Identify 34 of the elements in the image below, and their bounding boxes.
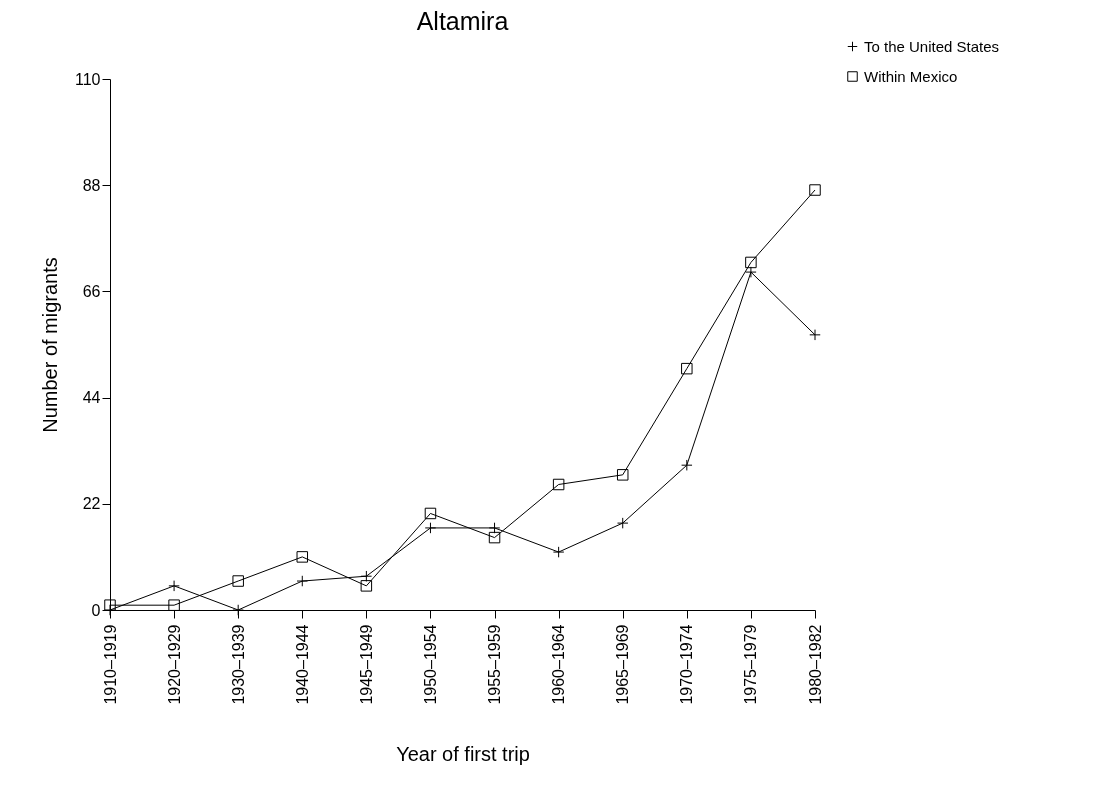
y-tick-label: 88 <box>82 176 101 194</box>
x-tick-label: 1940–1944 <box>293 624 311 705</box>
point <box>552 478 565 491</box>
y-tick-label: 110 <box>74 70 101 88</box>
x-axis-title: Year of first trip <box>396 742 530 765</box>
x-tick-label: 1965–1969 <box>614 624 632 705</box>
x-tick-label: 1970–1974 <box>678 624 696 705</box>
point <box>809 184 821 196</box>
point <box>745 256 757 269</box>
y-tick-label: 66 <box>82 282 101 300</box>
y-tick-label: 0 <box>91 601 101 619</box>
y-tick-label: 22 <box>82 495 101 513</box>
x-tick-label: 1910–1919 <box>101 624 119 705</box>
x-tick-label: 1975–1979 <box>742 624 760 705</box>
point <box>232 575 244 587</box>
x-tick-label: 1950–1954 <box>421 624 439 705</box>
x-tick-label: 1960–1964 <box>550 624 568 705</box>
point <box>296 551 309 563</box>
x-tick-label: 1945–1949 <box>357 624 375 705</box>
y-axis-title: Number of migrants <box>38 257 61 433</box>
legend-label: To the United States <box>864 37 1000 55</box>
chart-title: Altamira <box>416 7 509 35</box>
point <box>488 531 501 544</box>
point <box>168 599 180 611</box>
y-tick-label: 44 <box>82 389 101 407</box>
x-tick-label: 1930–1939 <box>229 624 247 705</box>
point <box>424 507 437 520</box>
x-tick-label: 1980–1982 <box>806 624 824 705</box>
x-tick-label: 1955–1959 <box>486 624 504 705</box>
x-tick-label: 1920–1929 <box>165 624 183 705</box>
point <box>616 469 629 481</box>
point <box>360 580 373 592</box>
point <box>681 362 693 375</box>
legend-label: Within Mexico <box>864 67 958 85</box>
